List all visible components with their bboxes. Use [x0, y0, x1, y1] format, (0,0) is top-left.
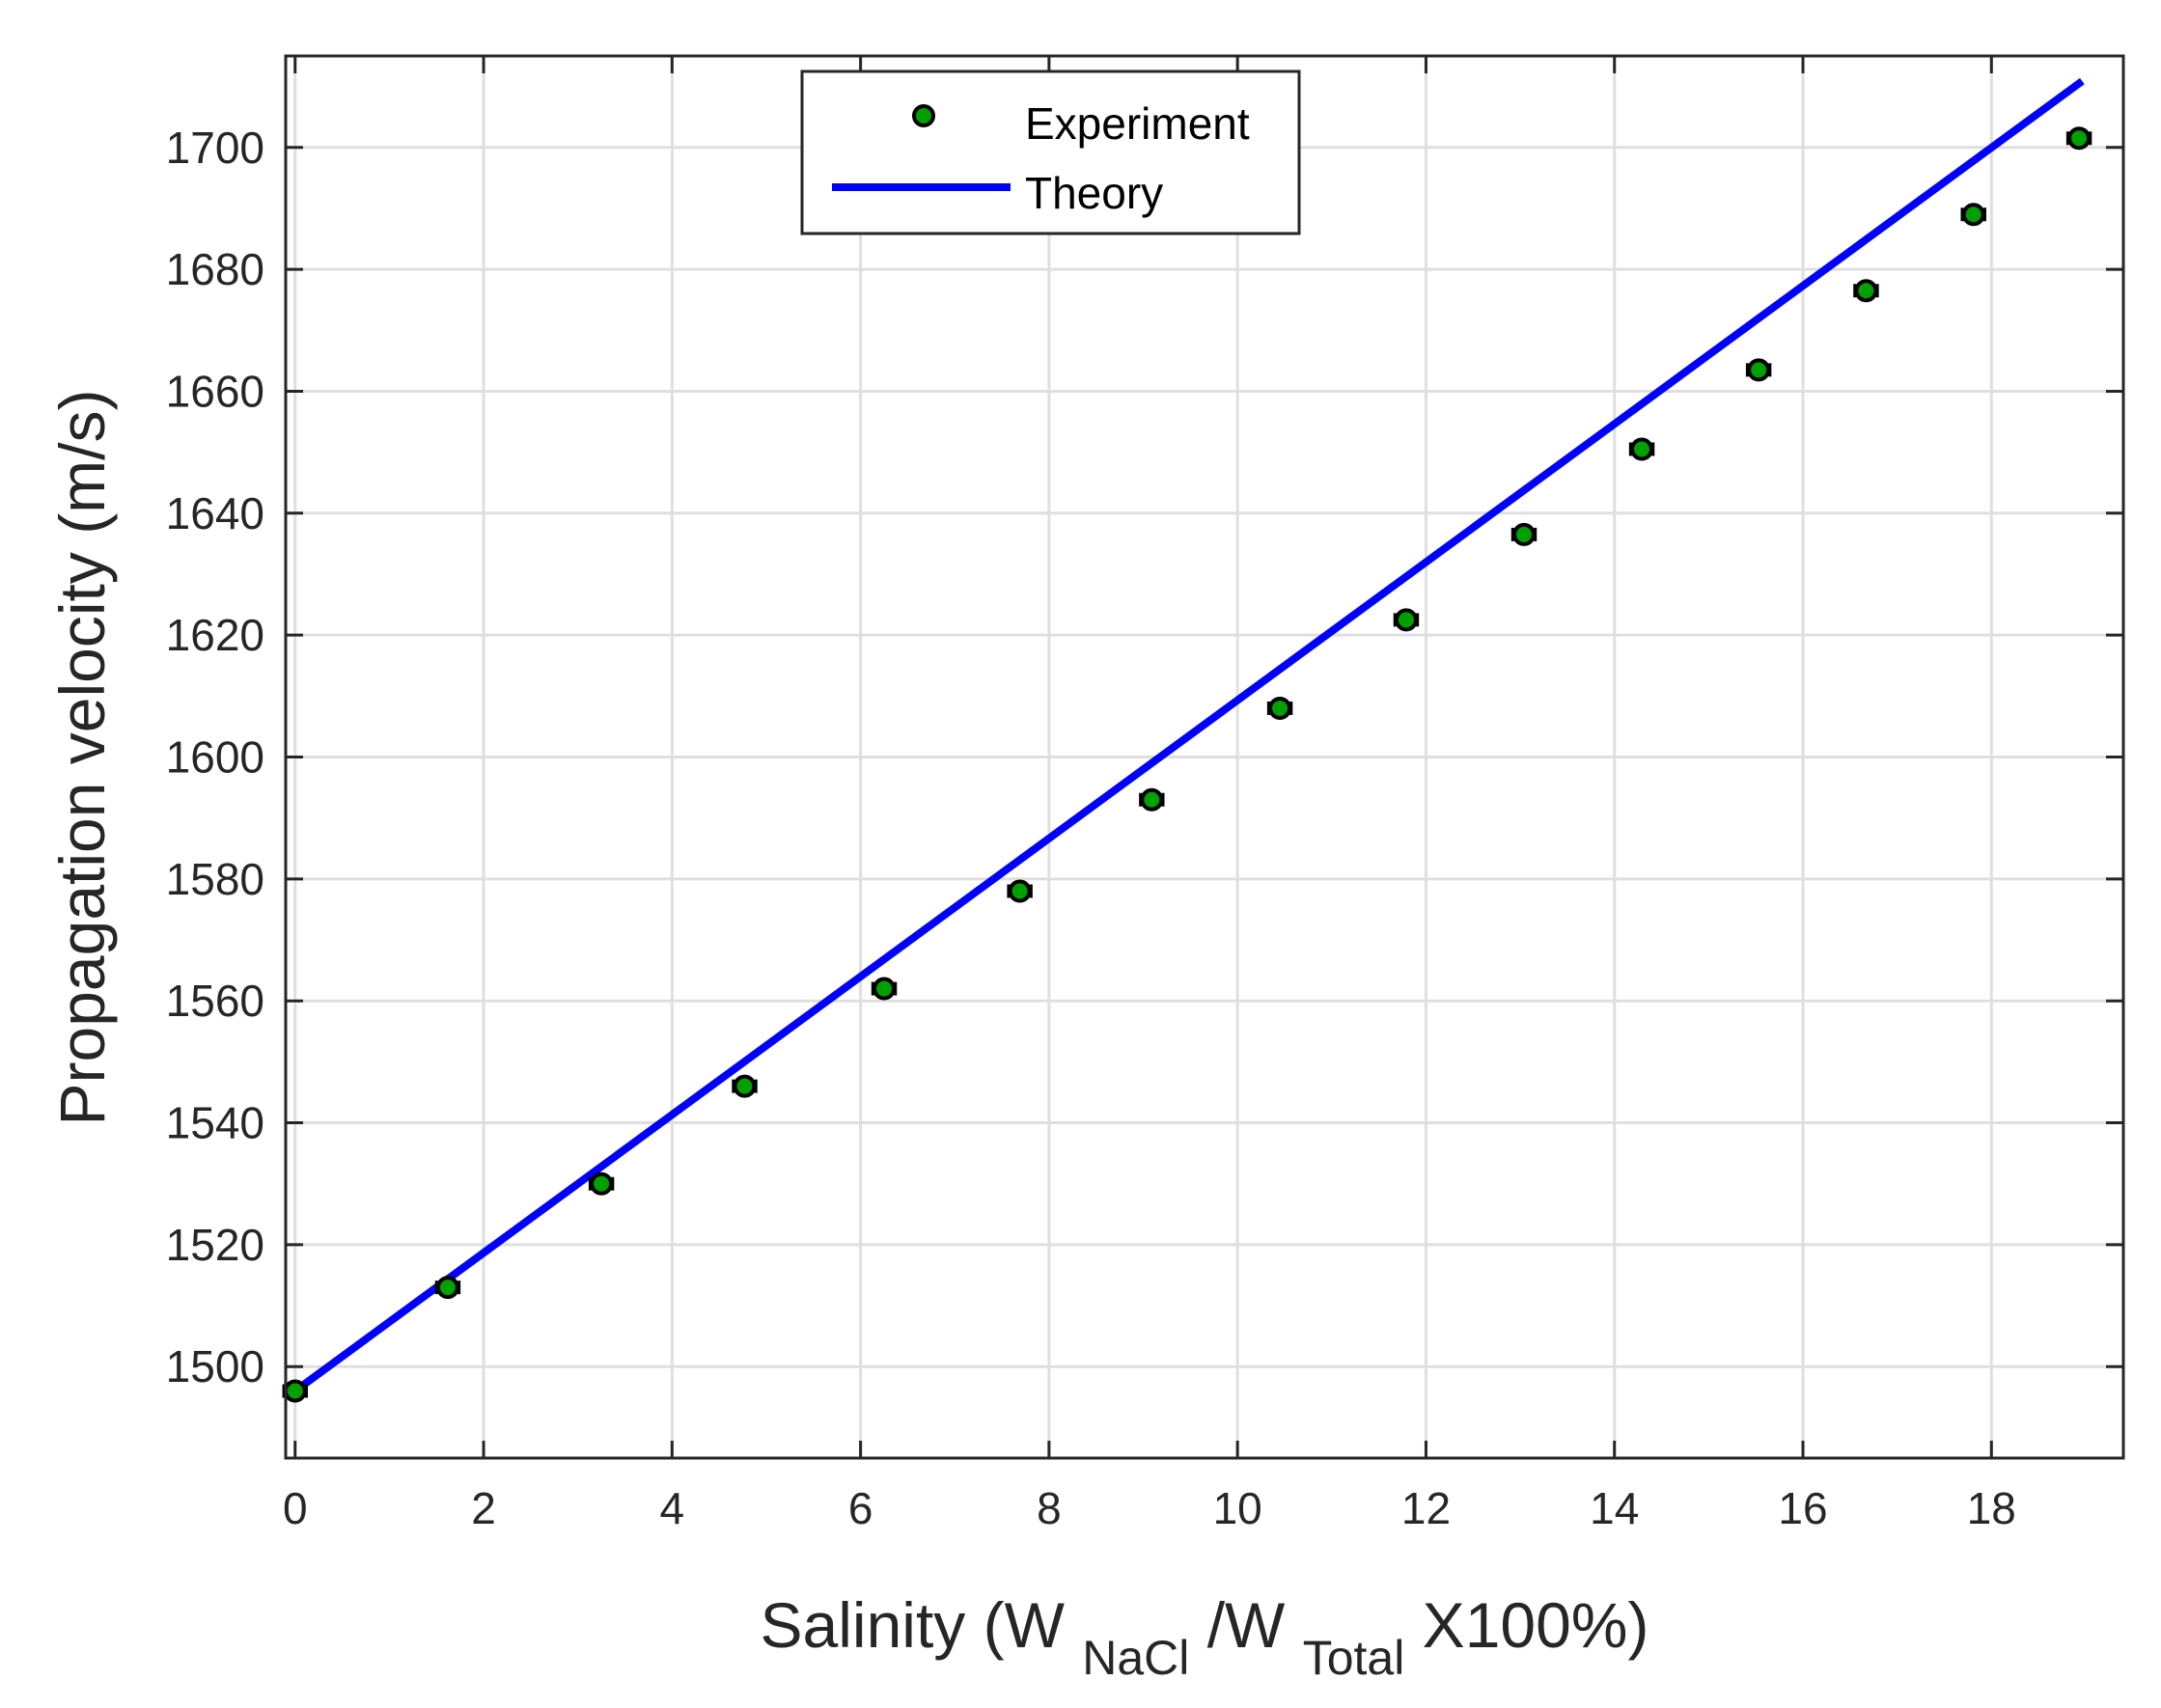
experiment-point-1 [435, 1276, 459, 1300]
experiment-point-12 [1854, 279, 1878, 303]
x-axis-title: Salinity (W NaCl /W Total X100%) [761, 1589, 1649, 1685]
x-tick-label-7: 14 [1590, 1483, 1639, 1533]
experiment-point-7 [1268, 696, 1292, 720]
theory-line [290, 77, 2085, 1397]
experiment-point-9 [1512, 522, 1537, 546]
y-axis-title: Propagation velocity (m/s) [46, 390, 118, 1126]
x-tick-label-0: 0 [283, 1483, 308, 1533]
x-axis-title-middle: /W [1207, 1589, 1286, 1661]
y-tick-labels: 1500 1520 1540 1560 1580 1600 1620 1640 1660 1680… [166, 123, 264, 1391]
experiment-point-3 [733, 1074, 757, 1098]
experiment-point-5 [1008, 879, 1032, 903]
experiment-point-8 [1394, 608, 1418, 632]
x-axis-title-sub2: Total [1303, 1631, 1405, 1685]
x-tick-label-3: 6 [848, 1483, 873, 1533]
experiment-point-4 [873, 977, 897, 1001]
legend-box [800, 69, 1301, 235]
legend: Experiment Theory [800, 69, 1301, 235]
experiment-point-14 [2067, 126, 2092, 151]
experiment-point-13 [1961, 203, 1985, 227]
y-tick-label-3: 1560 [166, 976, 264, 1026]
legend-experiment-marker [912, 104, 935, 127]
x-tick-label-6: 12 [1401, 1483, 1451, 1533]
x-axis-title-suffix: X100%) [1423, 1589, 1649, 1661]
experiment-series [282, 126, 2092, 1403]
axis-ticks [286, 56, 2123, 1458]
x-axis-title-prefix: Salinity (W [761, 1589, 1066, 1661]
x-tick-label-8: 16 [1778, 1483, 1827, 1533]
theory-series [290, 77, 2085, 1397]
experiment-point-11 [1747, 358, 1771, 382]
experiment-point-2 [590, 1171, 614, 1196]
legend-theory-label: Theory [1025, 168, 1163, 218]
experiment-point-10 [1630, 437, 1654, 461]
x-tick-label-5: 10 [1213, 1483, 1262, 1533]
legend-experiment-label: Experiment [1025, 98, 1250, 149]
y-tick-label-7: 1640 [166, 488, 264, 538]
y-tick-label-9: 1680 [166, 244, 264, 294]
y-tick-label-8: 1660 [166, 366, 264, 416]
y-tick-label-4: 1580 [166, 854, 264, 904]
x-tick-label-2: 4 [660, 1483, 685, 1533]
y-tick-label-6: 1620 [166, 610, 264, 660]
y-tick-label-1: 1520 [166, 1220, 264, 1270]
x-tick-labels: 0 2 4 6 8 10 12 14 16 18 [283, 1483, 2016, 1533]
x-tick-label-1: 2 [471, 1483, 496, 1533]
experiment-point-0 [283, 1379, 307, 1403]
x-tick-label-9: 18 [1967, 1483, 2016, 1533]
y-tick-label-2: 1540 [166, 1098, 264, 1148]
x-axis-title-sub1: NaCl [1082, 1631, 1189, 1685]
y-tick-label-5: 1600 [166, 732, 264, 783]
x-tick-label-4: 8 [1037, 1483, 1062, 1533]
experiment-point-6 [1140, 787, 1164, 812]
y-tick-label-0: 1500 [166, 1341, 264, 1391]
y-tick-label-10: 1700 [166, 123, 264, 173]
